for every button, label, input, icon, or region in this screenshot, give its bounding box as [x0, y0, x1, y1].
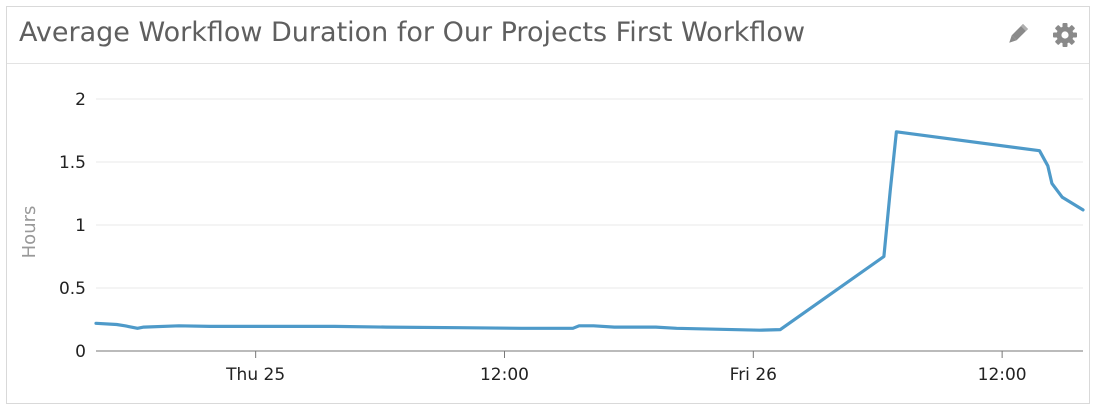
y-tick-label: 1 — [75, 216, 86, 236]
y-tick-label: 1.5 — [59, 153, 86, 173]
y-axis-label: Hours — [19, 206, 40, 259]
widget-title: Average Workflow Duration for Our Projec… — [19, 17, 806, 48]
y-tick-label: 0 — [75, 342, 86, 362]
line-chart: 0 0.5 1 1.5 2 Thu 25 12:00 Fri 26 12:00 Hours — [19, 90, 1085, 385]
y-tick-label: 0.5 — [59, 279, 86, 299]
widget-header: Average Workflow Duration for Our Projec… — [7, 7, 1089, 64]
widget-panel: Average Workflow Duration for Our Projec… — [6, 6, 1090, 404]
pencil-icon[interactable] — [1003, 21, 1031, 49]
y-tick-label: 2 — [75, 90, 86, 110]
x-tick-label: Thu 25 — [225, 365, 285, 385]
x-tick-label: 12:00 — [480, 365, 529, 385]
series-line — [94, 130, 1085, 332]
x-tick-label: Fri 26 — [730, 365, 777, 385]
x-tick-label: 12:00 — [978, 365, 1027, 385]
gear-icon[interactable] — [1051, 21, 1079, 49]
